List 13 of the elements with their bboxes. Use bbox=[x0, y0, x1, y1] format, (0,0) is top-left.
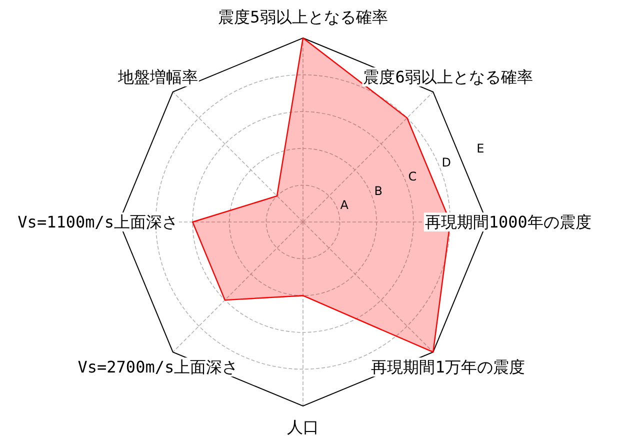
y-tick-label: D bbox=[442, 156, 452, 170]
spoke-label: Vs=2700m/s上面深さ bbox=[78, 358, 238, 377]
spoke-label: 人口 bbox=[287, 418, 319, 437]
y-tick-label: A bbox=[340, 198, 350, 212]
y-tick-label: B bbox=[374, 184, 383, 198]
y-tick-label: E bbox=[476, 142, 484, 156]
spoke-label: 地盤増幅率 bbox=[116, 67, 198, 86]
spoke-label: 再現期間1万年の震度 bbox=[371, 358, 525, 377]
y-tick-label: C bbox=[408, 170, 417, 184]
spoke-label: Vs=1100m/s上面深さ bbox=[18, 212, 178, 232]
spoke-label: 再現期間1000年の震度 bbox=[424, 212, 592, 232]
spoke-label: 震度5弱以上となる確率 bbox=[218, 7, 388, 26]
spoke-label: 震度6弱以上となる確率 bbox=[363, 67, 533, 86]
